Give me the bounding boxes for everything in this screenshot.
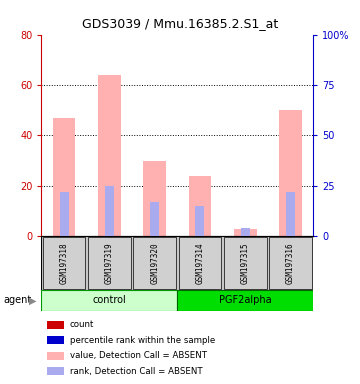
- Bar: [224, 237, 266, 289]
- Bar: [98, 75, 121, 236]
- Bar: [47, 367, 64, 376]
- Text: percentile rank within the sample: percentile rank within the sample: [70, 336, 215, 345]
- Text: GSM197318: GSM197318: [59, 242, 68, 284]
- Bar: [53, 118, 75, 236]
- Bar: [105, 186, 114, 236]
- Bar: [241, 228, 250, 236]
- Bar: [179, 237, 221, 289]
- Text: GSM197320: GSM197320: [150, 242, 159, 284]
- Text: GDS3039 / Mmu.16385.2.S1_at: GDS3039 / Mmu.16385.2.S1_at: [82, 17, 278, 30]
- Bar: [47, 336, 64, 344]
- Text: GSM197319: GSM197319: [105, 242, 114, 284]
- Text: GSM197314: GSM197314: [195, 242, 204, 284]
- Bar: [234, 228, 257, 236]
- Text: control: control: [93, 295, 126, 306]
- Bar: [59, 192, 69, 236]
- Text: GSM197316: GSM197316: [286, 242, 295, 284]
- Bar: [133, 237, 176, 289]
- Bar: [189, 176, 211, 236]
- Text: ▶: ▶: [29, 295, 36, 306]
- Text: GSM197315: GSM197315: [241, 242, 250, 284]
- Bar: [195, 206, 204, 236]
- Bar: [279, 110, 302, 236]
- Bar: [47, 352, 64, 360]
- Bar: [286, 192, 295, 236]
- Text: count: count: [70, 321, 94, 329]
- Bar: [47, 321, 64, 329]
- Bar: [177, 290, 313, 311]
- Bar: [41, 290, 177, 311]
- Text: value, Detection Call = ABSENT: value, Detection Call = ABSENT: [70, 351, 207, 360]
- Bar: [43, 237, 85, 289]
- Bar: [143, 161, 166, 236]
- Bar: [269, 237, 312, 289]
- Bar: [88, 237, 131, 289]
- Text: rank, Detection Call = ABSENT: rank, Detection Call = ABSENT: [70, 367, 202, 376]
- Text: PGF2alpha: PGF2alpha: [219, 295, 271, 306]
- Bar: [150, 202, 159, 236]
- Text: agent: agent: [3, 295, 31, 306]
